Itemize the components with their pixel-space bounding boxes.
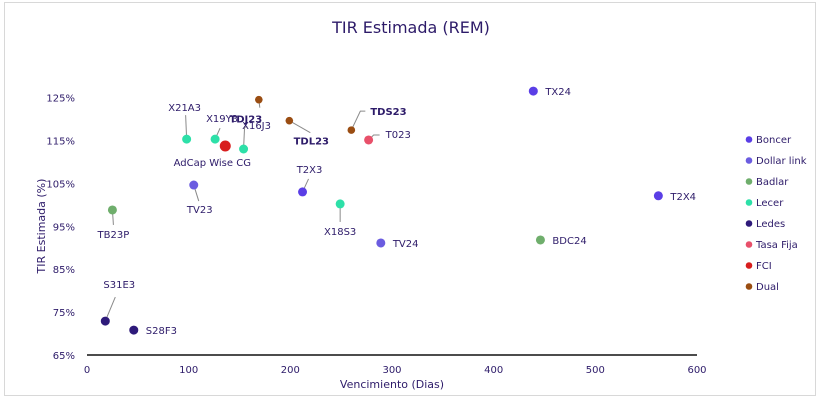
data-point-t2x3[interactable] [298,187,308,197]
legend-marker [745,283,753,290]
data-point-adcap-wise-cg[interactable] [219,140,231,152]
x-tick-label: 400 [484,365,503,376]
data-label: T023 [385,130,411,141]
data-point-s31e3[interactable] [100,316,110,326]
y-tick-label: 75% [53,308,75,319]
data-point-tb23p[interactable] [107,205,117,215]
y-axis-label: TIR Estimada (%) [35,179,48,275]
data-label: TDL23 [294,137,329,148]
data-point-bdc24[interactable] [535,235,545,245]
data-point-tv23[interactable] [189,180,199,190]
data-point-tv24[interactable] [376,238,386,248]
y-tick-label: 115% [46,136,75,147]
data-point-x21a3[interactable] [182,134,192,144]
legend-item[interactable]: Badlar [756,177,789,188]
data-label: TV23 [186,205,213,216]
data-point-s28f3[interactable] [129,325,139,335]
legend-marker [745,241,753,248]
y-tick-label: 65% [53,351,75,362]
data-label: X18S3 [324,227,356,238]
legend-item[interactable]: Ledes [756,219,785,230]
data-label: AdCap Wise CG [174,158,251,169]
legend-item[interactable]: Tasa Fija [755,240,798,251]
legend-marker [745,136,753,143]
x-tick-label: 0 [84,365,90,376]
legend-marker [745,262,753,269]
data-point-tx24[interactable] [528,86,538,96]
data-label: X16J3 [242,121,271,132]
legend-item[interactable]: Dollar link [756,156,807,167]
data-label: TB23P [97,230,130,241]
x-tick-label: 500 [586,365,605,376]
legend-item[interactable]: Boncer [756,135,792,146]
legend-marker [745,157,753,164]
x-axis-label: Vencimiento (Dias) [340,378,444,391]
chart-title: TIR Estimada (REM) [331,18,490,37]
legend-item[interactable]: Lecer [756,198,784,209]
data-label: TX24 [544,87,571,98]
x-tick-label: 100 [179,365,198,376]
y-tick-label: 125% [46,94,75,105]
legend-marker [745,199,753,206]
data-point-tdj23[interactable] [255,95,263,104]
y-tick-label: 85% [53,265,75,276]
data-label: BDC24 [552,236,586,247]
data-point-x19y3[interactable] [210,134,220,144]
x-tick-label: 600 [687,365,706,376]
legend-item[interactable]: Dual [756,282,779,293]
data-point-tds23[interactable] [347,126,356,134]
data-point-t2x4[interactable] [653,191,663,201]
data-label: TV24 [392,239,419,250]
data-point-t023[interactable] [364,135,374,145]
data-label: S28F3 [146,326,177,337]
x-tick-label: 300 [382,365,401,376]
data-label: TDJ23 [229,115,262,126]
y-tick-label: 95% [53,222,75,233]
data-point-x16j3[interactable] [239,144,249,154]
data-label: TDS23 [370,107,406,118]
legend-marker [745,220,753,227]
legend-marker [745,178,753,185]
leader-line [350,110,366,131]
y-tick-label: 105% [46,179,75,190]
chart-frame [4,2,816,396]
data-label: X19Y3 [206,114,238,125]
data-label: T2X4 [669,192,696,203]
leader-line [243,126,248,150]
data-point-x18s3[interactable] [335,199,345,209]
leader-line [289,120,311,134]
legend-item[interactable]: FCI [756,261,772,272]
data-label: T2X3 [296,165,323,176]
data-label: X21A3 [168,103,201,114]
data-label: S31E3 [103,280,135,291]
x-tick-label: 200 [281,365,300,376]
data-point-tdl23[interactable] [285,116,294,125]
